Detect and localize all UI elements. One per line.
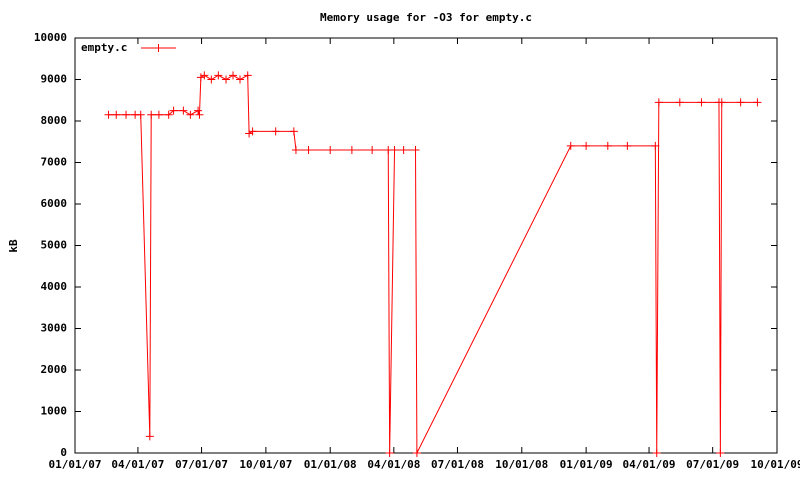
data-line	[108, 74, 758, 454]
data-point	[412, 449, 421, 457]
data-point	[390, 146, 399, 155]
data-point	[122, 110, 131, 119]
data-point	[651, 141, 660, 150]
data-point	[753, 98, 762, 107]
y-tick-label: 3000	[41, 322, 68, 335]
x-tick-label: 01/01/07	[49, 458, 102, 471]
x-tick-label: 10/01/07	[239, 458, 292, 471]
x-tick-label: 04/01/08	[367, 458, 420, 471]
data-point	[652, 449, 661, 457]
data-point	[236, 75, 245, 84]
data-point	[196, 73, 205, 82]
legend-label: empty.c	[81, 41, 127, 54]
data-point	[200, 71, 209, 80]
y-tick-label: 8000	[41, 114, 68, 127]
data-point	[717, 98, 726, 107]
y-tick-label: 1000	[41, 405, 68, 418]
data-point	[368, 146, 377, 155]
data-point	[326, 146, 335, 155]
data-point	[145, 432, 154, 441]
x-tick-label: 01/01/08	[304, 458, 357, 471]
data-point	[195, 110, 204, 119]
data-point	[304, 146, 313, 155]
y-tick-label: 9000	[41, 73, 68, 86]
data-point	[194, 106, 203, 115]
data-point	[186, 110, 195, 119]
data-point	[289, 127, 298, 136]
data-point	[654, 98, 663, 107]
y-tick-label: 4000	[41, 280, 68, 293]
data-point	[169, 106, 178, 115]
legend-marker	[154, 44, 163, 52]
data-point	[582, 141, 591, 150]
data-point	[222, 75, 231, 84]
data-point	[697, 98, 706, 107]
data-point	[179, 106, 188, 115]
data-point	[675, 98, 684, 107]
data-point	[347, 146, 356, 155]
data-point	[248, 127, 257, 136]
data-point	[207, 75, 216, 84]
data-point	[104, 110, 113, 119]
y-tick-label: 5000	[41, 239, 68, 252]
data-point	[623, 141, 632, 150]
data-point	[399, 146, 408, 155]
data-point	[271, 127, 280, 136]
x-tick-label: 04/01/07	[111, 458, 164, 471]
data-point	[736, 98, 745, 107]
data-point	[147, 110, 156, 119]
data-point	[291, 146, 300, 155]
y-tick-label: 2000	[41, 363, 68, 376]
data-point	[214, 71, 223, 80]
data-point	[243, 71, 252, 80]
x-tick-label: 04/01/09	[623, 458, 676, 471]
data-point	[154, 110, 163, 119]
data-point	[112, 110, 121, 119]
y-axis-label: kB	[7, 239, 20, 253]
x-tick-label: 07/01/07	[175, 458, 228, 471]
x-tick-label: 01/01/09	[560, 458, 613, 471]
chart-title: Memory usage for -O3 for empty.c	[320, 11, 532, 24]
data-point	[411, 146, 420, 155]
data-point	[245, 129, 254, 138]
data-point	[136, 110, 145, 119]
x-tick-label: 10/01/08	[495, 458, 548, 471]
x-tick-label: 10/01/09	[751, 458, 800, 471]
x-tick-label: 07/01/08	[431, 458, 484, 471]
x-tick-label: 07/01/09	[686, 458, 739, 471]
data-point	[716, 449, 725, 457]
y-tick-label: 10000	[34, 31, 67, 44]
data-point	[164, 110, 173, 119]
data-point	[566, 141, 575, 150]
data-point	[385, 449, 394, 457]
y-tick-label: 7000	[41, 156, 68, 169]
plot-frame	[74, 37, 778, 454]
data-point	[603, 141, 612, 150]
y-tick-label: 6000	[41, 197, 68, 210]
data-point	[229, 71, 238, 80]
y-tick-label: 0	[60, 446, 67, 459]
